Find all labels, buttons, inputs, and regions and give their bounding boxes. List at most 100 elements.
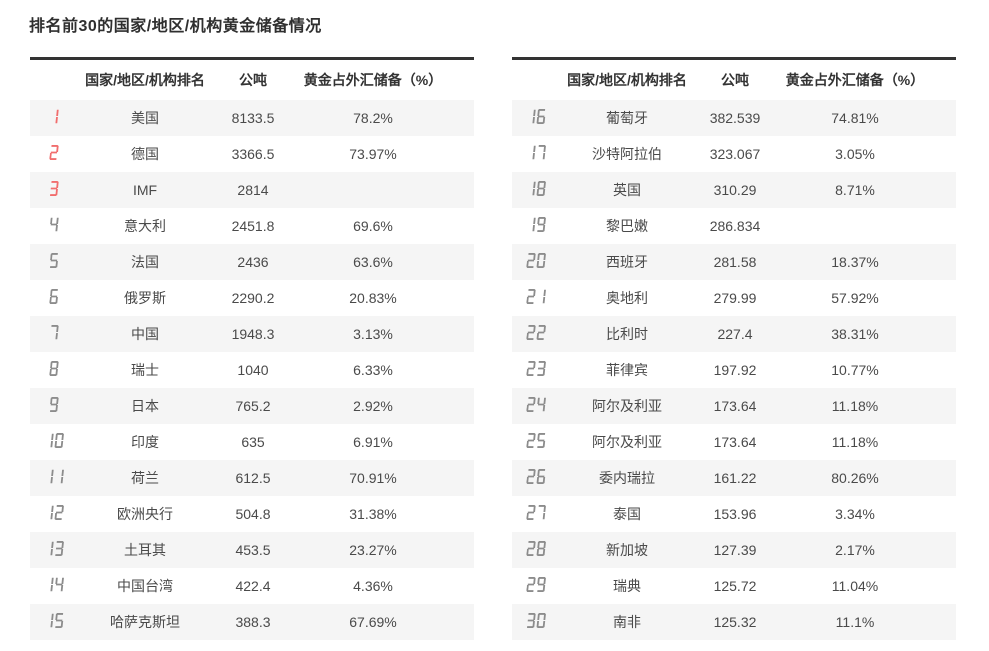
rank-digital-number bbox=[527, 144, 548, 160]
gold-forex-pct-value: 18.37% bbox=[831, 253, 879, 270]
rank-cell bbox=[512, 208, 562, 244]
row-spacer bbox=[932, 352, 956, 388]
tonnes-value: 2451.8 bbox=[231, 217, 275, 234]
header-spacer bbox=[450, 58, 474, 100]
rank-digital-number bbox=[45, 540, 66, 556]
country-name: 奥地利 bbox=[606, 289, 648, 306]
gold-forex-pct-value: 4.36% bbox=[353, 577, 393, 594]
rank-cell bbox=[30, 424, 80, 460]
row-spacer bbox=[450, 136, 474, 172]
table-row: 法国 2436 63.6% bbox=[30, 243, 474, 280]
country-name: 美国 bbox=[131, 109, 159, 126]
rank-cell bbox=[512, 568, 562, 604]
rank-digital-number bbox=[527, 216, 548, 232]
tonnes-value: 2814 bbox=[237, 181, 269, 198]
tonnes-value: 2290.2 bbox=[231, 289, 275, 306]
row-spacer bbox=[450, 244, 474, 280]
row-spacer bbox=[932, 136, 956, 172]
gold-forex-pct-value: 6.33% bbox=[353, 361, 393, 378]
country-name: 比利时 bbox=[606, 325, 648, 342]
country-name: 阿尔及利亚 bbox=[592, 397, 662, 414]
tonnes-value: 125.72 bbox=[713, 577, 757, 594]
row-spacer bbox=[932, 460, 956, 496]
rank-digital-number bbox=[526, 432, 548, 448]
rank-cell bbox=[30, 136, 80, 172]
tonnes-value: 173.64 bbox=[713, 433, 757, 450]
tonnes-value: 173.64 bbox=[713, 397, 757, 414]
tonnes-value: 382.539 bbox=[709, 109, 761, 126]
row-spacer bbox=[932, 568, 956, 604]
table-header-row: 国家/地区/机构排名 公吨 黄金占外汇储备（%） bbox=[30, 58, 474, 100]
gold-forex-pct-value: 31.38% bbox=[349, 505, 397, 522]
gold-reserves-table-right: 国家/地区/机构排名 公吨 黄金占外汇储备（%） 葡萄牙 382.539 74.… bbox=[512, 57, 956, 640]
row-spacer bbox=[450, 568, 474, 604]
table-row: 沙特阿拉伯 323.067 3.05% bbox=[512, 135, 956, 172]
country-name: 新加坡 bbox=[606, 541, 648, 558]
tonnes-value: 161.22 bbox=[713, 469, 757, 486]
table-row: 泰国 153.96 3.34% bbox=[512, 495, 956, 532]
tonnes-value: 281.58 bbox=[713, 253, 757, 270]
gold-forex-pct-value: 11.18% bbox=[831, 433, 879, 450]
gold-forex-pct-value: 2.92% bbox=[353, 397, 393, 414]
rank-digital-number bbox=[527, 108, 548, 124]
rank-digital-number bbox=[45, 577, 66, 592]
rank-digital-number bbox=[49, 144, 60, 160]
row-spacer bbox=[450, 532, 474, 568]
tonnes-value: 323.067 bbox=[709, 145, 761, 162]
table-row: 意大利 2451.8 69.6% bbox=[30, 207, 474, 244]
table-row: 荷兰 612.5 70.91% bbox=[30, 459, 474, 496]
country-name: 英国 bbox=[613, 181, 641, 198]
country-name: 荷兰 bbox=[131, 469, 159, 486]
table-body-left: 美国 8133.5 78.2% 德国 3366.5 73.97% IMF 281… bbox=[30, 99, 474, 640]
table-row: 德国 3366.5 73.97% bbox=[30, 135, 474, 172]
rank-cell bbox=[30, 172, 80, 208]
tonnes-value: 388.3 bbox=[235, 613, 271, 630]
rank-cell bbox=[30, 568, 80, 604]
header-rank bbox=[512, 58, 562, 100]
row-spacer bbox=[932, 604, 956, 640]
tables-container: 国家/地区/机构排名 公吨 黄金占外汇储备（%） 美国 8133.5 78.2%… bbox=[30, 57, 956, 640]
rank-digital-number bbox=[526, 324, 548, 340]
country-name: 南非 bbox=[613, 613, 641, 630]
row-spacer bbox=[450, 460, 474, 496]
gold-forex-pct-value: 10.77% bbox=[831, 361, 879, 378]
row-spacer bbox=[932, 388, 956, 424]
rank-cell bbox=[30, 460, 80, 496]
gold-forex-pct-value: 70.91% bbox=[349, 469, 397, 486]
country-name: 阿尔及利亚 bbox=[592, 433, 662, 450]
country-name: 黎巴嫩 bbox=[606, 217, 648, 234]
rank-digital-number bbox=[49, 252, 60, 268]
rank-cell bbox=[30, 352, 80, 388]
gold-forex-pct-value: 3.13% bbox=[353, 325, 393, 342]
country-name: 印度 bbox=[131, 433, 159, 450]
row-spacer bbox=[932, 424, 956, 460]
country-name: 日本 bbox=[131, 397, 159, 414]
rank-cell bbox=[512, 136, 562, 172]
row-spacer bbox=[932, 100, 956, 136]
rank-digital-number bbox=[50, 324, 60, 340]
table-row: 日本 765.2 2.92% bbox=[30, 387, 474, 424]
gold-forex-pct-value: 78.2% bbox=[353, 109, 393, 126]
gold-forex-pct-value: 63.6% bbox=[353, 253, 393, 270]
gold-forex-pct-value: 23.27% bbox=[349, 541, 397, 558]
row-spacer bbox=[450, 388, 474, 424]
rank-digital-number bbox=[526, 468, 548, 484]
gold-reserves-table-left: 国家/地区/机构排名 公吨 黄金占外汇储备（%） 美国 8133.5 78.2%… bbox=[30, 57, 474, 640]
table-row: 瑞典 125.72 11.04% bbox=[512, 567, 956, 604]
rank-digital-number bbox=[45, 432, 66, 448]
rank-digital-number bbox=[526, 540, 548, 556]
table-row: 南非 125.32 11.1% bbox=[512, 603, 956, 640]
gold-forex-pct-value bbox=[778, 208, 932, 244]
tonnes-value: 279.99 bbox=[713, 289, 757, 306]
table-row: 奥地利 279.99 57.92% bbox=[512, 279, 956, 316]
rank-cell bbox=[512, 316, 562, 352]
rank-digital-number bbox=[526, 252, 548, 268]
country-name: 中国台湾 bbox=[117, 577, 173, 594]
table-body-right: 葡萄牙 382.539 74.81% 沙特阿拉伯 323.067 3.05% 英… bbox=[512, 99, 956, 640]
table-header-row: 国家/地区/机构排名 公吨 黄金占外汇储备（%） bbox=[512, 58, 956, 100]
table-row: 新加坡 127.39 2.17% bbox=[512, 531, 956, 568]
rank-digital-number bbox=[49, 180, 60, 196]
tonnes-value: 227.4 bbox=[717, 325, 753, 342]
rank-cell bbox=[512, 532, 562, 568]
country-name: 德国 bbox=[131, 145, 159, 162]
